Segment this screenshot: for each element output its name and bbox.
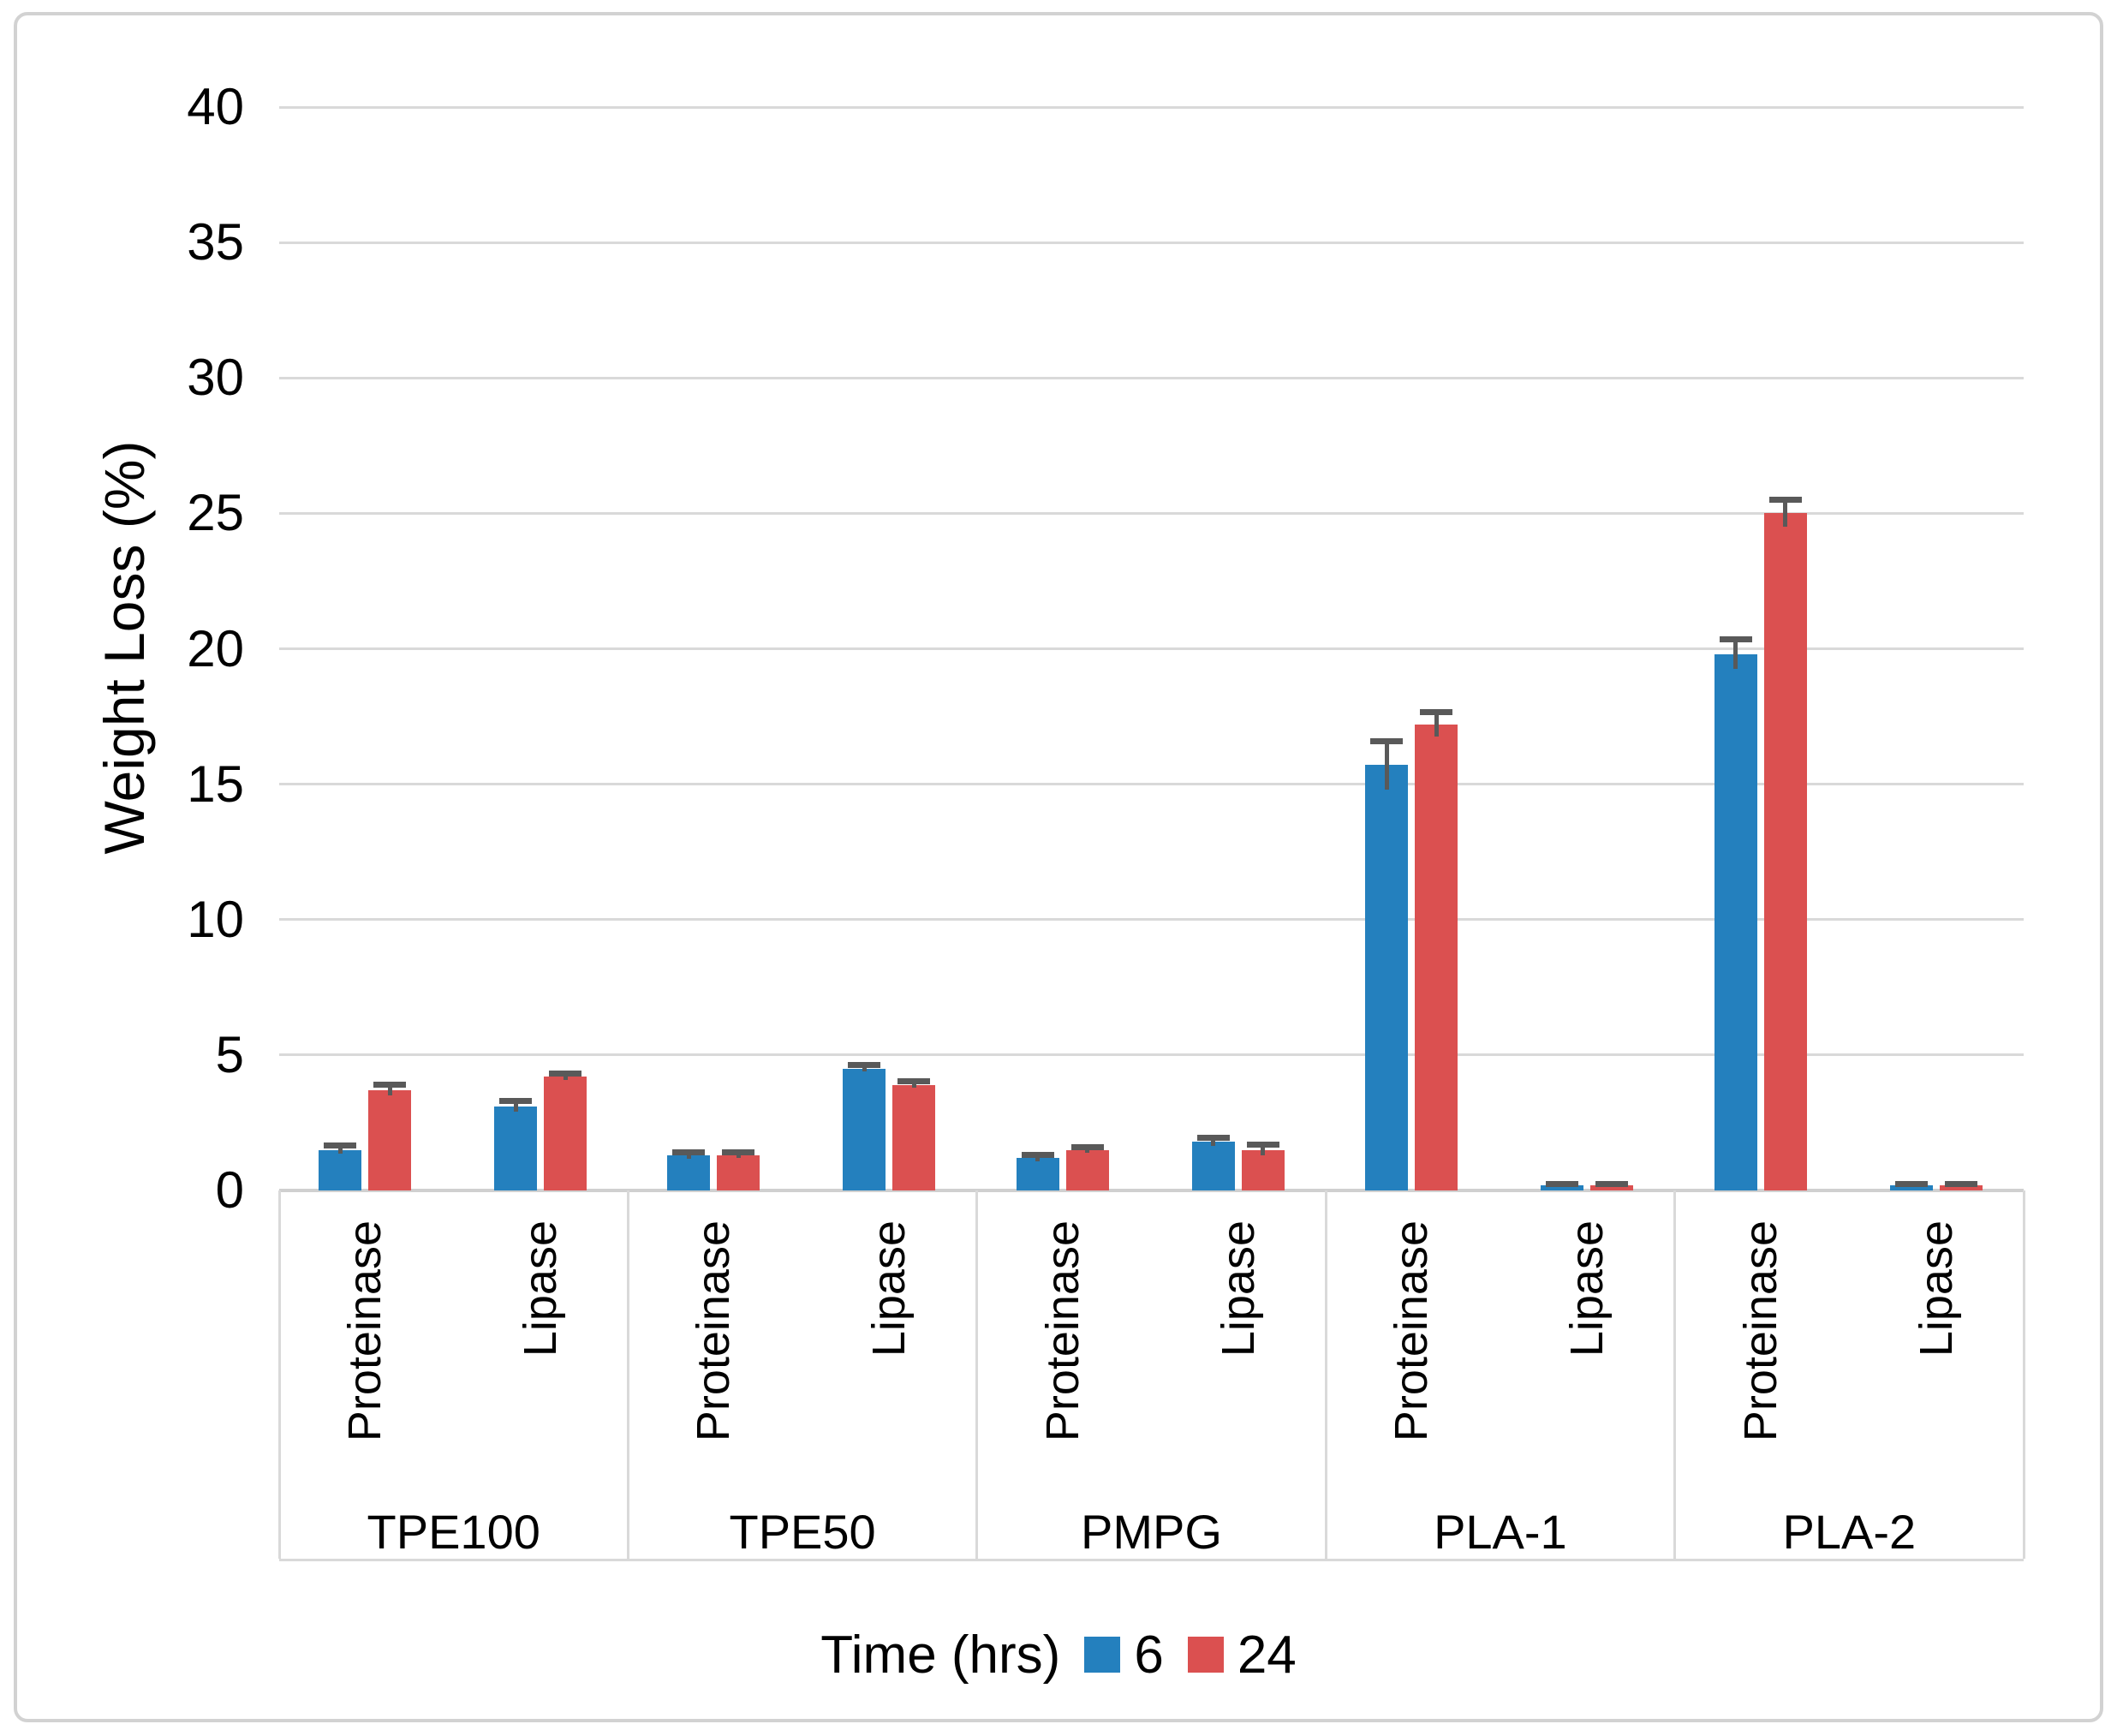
error-bar-cap	[1894, 1180, 1928, 1187]
error-bar-cap	[722, 1149, 755, 1156]
error-bar-stem	[1384, 741, 1389, 790]
legend-label-24: 24	[1237, 1625, 1297, 1685]
axis-band-separator	[277, 1190, 281, 1559]
axis-band-separator	[626, 1190, 629, 1559]
bar-PLA-1-Lipase-6h	[1541, 1184, 1584, 1190]
bar-TPE50-Proteinase-6h	[667, 1154, 711, 1190]
group-label-TPE100: TPE100	[367, 1505, 540, 1559]
bar-PMPG-Lipase-6h	[1191, 1142, 1235, 1190]
error-bar-cap	[848, 1062, 881, 1069]
axis-band-separator	[1324, 1190, 1327, 1559]
error-bar-cap	[373, 1082, 406, 1089]
error-bar-stem	[563, 1073, 568, 1080]
error-bar-cap	[897, 1078, 931, 1085]
error-bar-stem	[862, 1065, 867, 1072]
x-axis-line	[279, 1189, 2024, 1192]
bar-TPE100-Proteinase-24h	[368, 1089, 411, 1190]
error-bar-stem	[1434, 712, 1439, 737]
bar-PLA-2-Proteinase-24h	[1763, 513, 1807, 1190]
error-bar-cap	[549, 1070, 581, 1077]
group-label-TPE50: TPE50	[729, 1505, 876, 1559]
error-bar-stem	[387, 1084, 392, 1096]
gridline	[279, 647, 2024, 650]
y-tick-label: 15	[187, 755, 244, 813]
bar-PLA-2-Lipase-24h	[1939, 1184, 1983, 1190]
error-bar-cap	[1021, 1151, 1054, 1158]
error-bar-cap	[1370, 737, 1404, 744]
error-bar-cap	[499, 1098, 532, 1105]
bar-PMPG-Proteinase-6h	[1016, 1158, 1059, 1190]
legend-label-6: 6	[1134, 1625, 1164, 1685]
axis-band-bottom-border	[279, 1559, 2024, 1561]
bar-PLA-1-Proteinase-6h	[1365, 765, 1409, 1190]
group-label-PLA-1: PLA-1	[1434, 1505, 1567, 1559]
bar-TPE50-Proteinase-24h	[717, 1154, 760, 1190]
error-bar-stem	[1783, 499, 1788, 528]
error-bar-stem	[686, 1152, 691, 1159]
y-tick-label: 25	[187, 484, 244, 542]
axis-band-separator	[2022, 1190, 2025, 1559]
error-bar-cap	[1546, 1180, 1579, 1187]
error-bar-cap	[1196, 1134, 1230, 1141]
gridline	[279, 105, 2024, 109]
group-label-PLA-2: PLA-2	[1782, 1505, 1917, 1559]
legend-title: Time (hrs)	[820, 1625, 1061, 1685]
bar-PMPG-Lipase-24h	[1241, 1149, 1285, 1190]
gridline	[279, 1053, 2024, 1057]
error-bar-stem	[911, 1081, 916, 1089]
error-bar-cap	[1595, 1180, 1629, 1187]
error-bar-cap	[672, 1148, 706, 1155]
y-tick-label: 40	[187, 78, 244, 135]
bar-TPE100-Lipase-6h	[494, 1106, 537, 1190]
error-bar-cap	[1420, 709, 1453, 716]
bar-TPE50-Lipase-6h	[843, 1068, 886, 1190]
error-bar-stem	[337, 1145, 343, 1154]
gridline	[279, 918, 2024, 922]
legend-swatch-6	[1084, 1637, 1121, 1673]
bar-PLA-1-Lipase-24h	[1590, 1184, 1634, 1190]
gridline	[279, 511, 2024, 515]
y-tick-label: 35	[187, 213, 244, 271]
legend-swatch-24	[1187, 1637, 1224, 1673]
y-tick-label: 10	[187, 890, 244, 948]
legend-entry-24: 24	[1187, 1625, 1297, 1685]
error-bar-stem	[1211, 1137, 1216, 1146]
legend-entry-6: 6	[1084, 1625, 1164, 1685]
error-bar-stem	[1035, 1154, 1041, 1161]
y-tick-label: 30	[187, 349, 244, 407]
gridline	[279, 783, 2024, 786]
y-tick-label: 20	[187, 619, 244, 677]
y-tick-label: 5	[215, 1025, 244, 1083]
bar-TPE100-Proteinase-6h	[319, 1149, 361, 1190]
axis-band-separator	[975, 1190, 979, 1559]
error-bar-cap	[1719, 635, 1752, 642]
bar-PMPG-Proteinase-24h	[1065, 1149, 1109, 1190]
error-bar-stem	[513, 1101, 518, 1113]
error-bar-cap	[324, 1142, 356, 1149]
bar-PLA-1-Proteinase-24h	[1415, 725, 1458, 1190]
axis-band-separator	[1673, 1190, 1677, 1559]
error-bar-cap	[1944, 1180, 1977, 1187]
error-bar-cap	[1246, 1141, 1279, 1148]
error-bar-stem	[1261, 1144, 1266, 1155]
gridline	[279, 241, 2024, 244]
bar-PLA-2-Lipase-6h	[1889, 1184, 1933, 1190]
group-label-PMPG: PMPG	[1081, 1505, 1222, 1559]
y-tick-label: 0	[215, 1161, 244, 1219]
error-bar-stem	[1733, 639, 1738, 670]
legend: Time (hrs) 6 24	[0, 1624, 2117, 1685]
bar-PLA-2-Proteinase-6h	[1714, 653, 1757, 1190]
error-bar-cap	[1070, 1143, 1104, 1150]
gridline	[279, 376, 2024, 379]
bar-TPE100-Lipase-24h	[544, 1077, 587, 1190]
bar-TPE50-Lipase-24h	[892, 1084, 936, 1190]
error-bar-cap	[1768, 497, 1802, 504]
